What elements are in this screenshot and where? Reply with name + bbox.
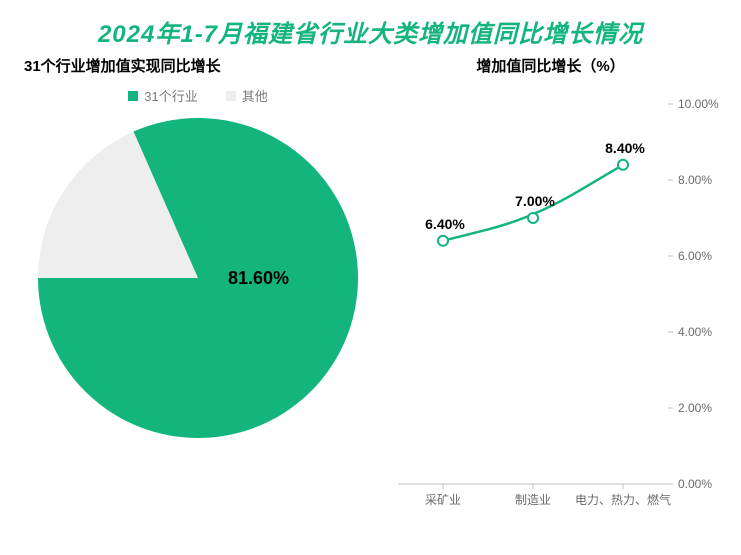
legend-swatch-1 xyxy=(226,91,236,101)
legend-swatch-0 xyxy=(128,91,138,101)
legend-label-0: 31个行业 xyxy=(144,86,197,105)
legend-label-1: 其他 xyxy=(242,86,268,105)
y-tick-label: 10.00% xyxy=(678,97,719,111)
line-panel: 增加值同比增长（%） 0.00% 2.00% 4.00% 6.00% 8.00% 10.0… xyxy=(378,55,723,524)
pie-legend: 31个行业 其他 xyxy=(18,86,378,105)
line-marker xyxy=(438,236,448,246)
y-tick-label: 0.00% xyxy=(678,477,712,491)
legend-item: 31个行业 xyxy=(128,86,197,105)
value-label: 7.00% xyxy=(515,193,555,209)
pie-center-label: 81.60% xyxy=(228,268,289,289)
y-tick-label: 2.00% xyxy=(678,401,712,415)
line-chart: 0.00% 2.00% 4.00% 6.00% 8.00% 10.00% 采矿业 制造业 电力、… xyxy=(378,84,723,524)
pie-panel: 31个行业增加值实现同比增长 31个行业 其他 81.60% xyxy=(18,55,378,524)
x-tick-label: 制造业 xyxy=(515,493,551,507)
main-title: 2024年1-7月福建省行业大类增加值同比增长情况 xyxy=(0,0,741,49)
value-label: 6.40% xyxy=(425,216,465,232)
line-subtitle: 增加值同比增长（%） xyxy=(378,55,723,76)
line-marker xyxy=(528,213,538,223)
y-tick-label: 4.00% xyxy=(678,325,712,339)
value-label: 8.40% xyxy=(605,140,645,156)
y-tick-label: 8.00% xyxy=(678,173,712,187)
pie-chart: 81.60% xyxy=(33,113,363,443)
x-tick-label: 电力、热力、燃气 xyxy=(575,492,671,507)
y-tick-label: 6.00% xyxy=(678,249,712,263)
pie-subtitle: 31个行业增加值实现同比增长 xyxy=(18,55,378,76)
charts-row: 31个行业增加值实现同比增长 31个行业 其他 81.60% 增加值同比增长（%… xyxy=(0,55,741,524)
legend-item: 其他 xyxy=(226,86,268,105)
line-marker xyxy=(618,160,628,170)
x-tick-label: 采矿业 xyxy=(425,493,461,507)
